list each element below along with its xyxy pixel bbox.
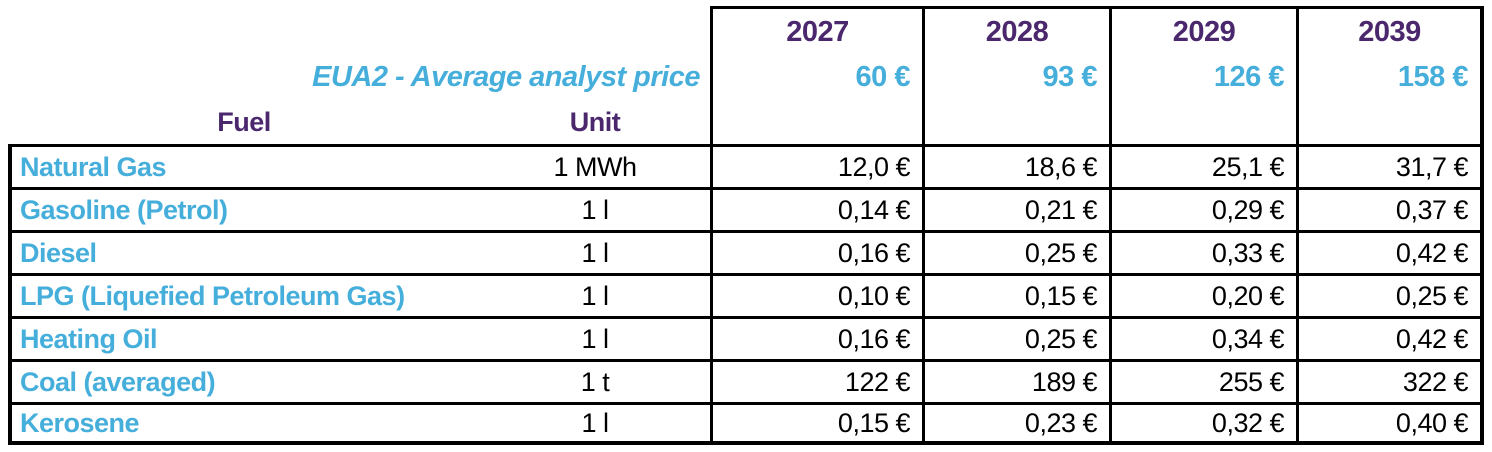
price-cell: 0,29 € — [1109, 187, 1296, 230]
header-spacer-y1 — [710, 100, 922, 144]
fuel-name: Gasoline (Petrol) — [8, 187, 480, 230]
header-spacer-unit — [480, 6, 710, 55]
fuel-name: LPG (Liquefied Petroleum Gas) — [8, 273, 480, 316]
price-cell: 0,10 € — [710, 273, 922, 316]
fuel-name: Diesel — [8, 230, 480, 273]
price-cell: 322 € — [1296, 359, 1484, 402]
price-cell: 0,16 € — [710, 230, 922, 273]
fuel-unit: 1 l — [480, 316, 710, 359]
eua2-price-2039: 158 € — [1296, 55, 1484, 100]
fuel-unit: 1 l — [480, 402, 710, 445]
price-cell: 122 € — [710, 359, 922, 402]
price-cell: 0,15 € — [710, 402, 922, 445]
fuel-unit: 1 l — [480, 230, 710, 273]
price-cell: 0,25 € — [922, 230, 1109, 273]
price-cell: 0,33 € — [1109, 230, 1296, 273]
price-cell: 189 € — [922, 359, 1109, 402]
price-cell: 0,34 € — [1109, 316, 1296, 359]
eua2-price-2027: 60 € — [710, 55, 922, 100]
fuel-price-table: 2027 2028 2029 2039 EUA2 - Average analy… — [8, 6, 1484, 445]
year-header-2028: 2028 — [922, 6, 1109, 55]
eua2-price-2028: 93 € — [922, 55, 1109, 100]
price-cell: 0,37 € — [1296, 187, 1484, 230]
price-cell: 0,14 € — [710, 187, 922, 230]
price-cell: 25,1 € — [1109, 144, 1296, 187]
price-cell: 0,42 € — [1296, 230, 1484, 273]
year-header-2039: 2039 — [1296, 6, 1484, 55]
price-cell: 0,25 € — [1296, 273, 1484, 316]
eua2-price-2029: 126 € — [1109, 55, 1296, 100]
year-header-2029: 2029 — [1109, 6, 1296, 55]
header-spacer-fuel — [8, 6, 480, 55]
unit-column-header: Unit — [569, 106, 621, 137]
price-cell: 12,0 € — [710, 144, 922, 187]
fuel-unit: 1 l — [480, 187, 710, 230]
price-cell: 0,23 € — [922, 402, 1109, 445]
header-spacer-y2 — [922, 100, 1109, 144]
price-cell: 31,7 € — [1296, 144, 1484, 187]
fuel-column-header: Fuel — [217, 106, 271, 137]
fuel-unit: 1 MWh — [480, 144, 710, 187]
price-cell: 0,20 € — [1109, 273, 1296, 316]
header-spacer-y4 — [1296, 100, 1484, 144]
price-cell: 0,25 € — [922, 316, 1109, 359]
fuel-name: Natural Gas — [8, 144, 480, 187]
price-cell: 18,6 € — [922, 144, 1109, 187]
fuel-unit: 1 t — [480, 359, 710, 402]
price-cell: 0,40 € — [1296, 402, 1484, 445]
eua2-price-label: EUA2 - Average analyst price — [312, 61, 700, 93]
fuel-name: Coal (averaged) — [8, 359, 480, 402]
fuel-unit: 1 l — [480, 273, 710, 316]
price-cell: 0,16 € — [710, 316, 922, 359]
price-cell: 255 € — [1109, 359, 1296, 402]
fuel-name: Heating Oil — [8, 316, 480, 359]
price-cell: 0,21 € — [922, 187, 1109, 230]
fuel-name: Kerosene — [8, 402, 480, 445]
year-header-2027: 2027 — [710, 6, 922, 55]
price-cell: 0,32 € — [1109, 402, 1296, 445]
price-cell: 0,15 € — [922, 273, 1109, 316]
header-spacer-y3 — [1109, 100, 1296, 144]
price-cell: 0,42 € — [1296, 316, 1484, 359]
